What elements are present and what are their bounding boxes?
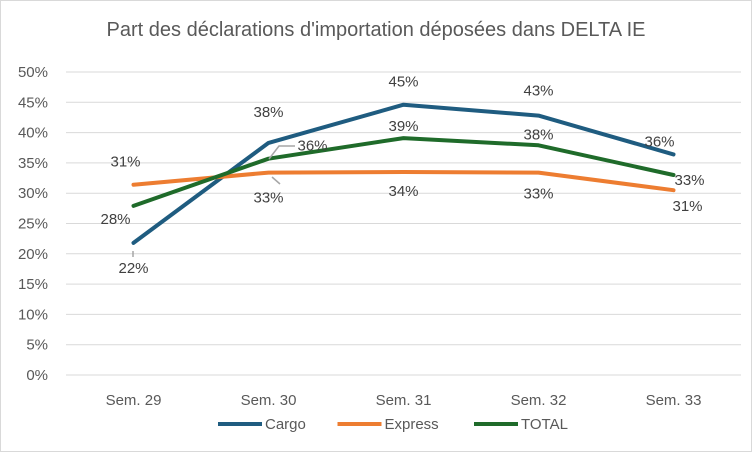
data-label-express: 34% xyxy=(388,183,418,200)
data-label-cargo: 45% xyxy=(388,74,418,91)
data-label-total: 38% xyxy=(523,126,553,143)
x-tick-label: Sem. 33 xyxy=(646,392,702,409)
x-tick-label: Sem. 32 xyxy=(511,392,567,409)
leader-line xyxy=(268,145,295,160)
y-tick-label: 45% xyxy=(18,94,48,111)
legend-label-express: Express xyxy=(385,416,439,433)
leader-line xyxy=(271,176,281,185)
data-label-total: 39% xyxy=(388,118,418,135)
series-line-express xyxy=(131,170,676,193)
data-label-express: 33% xyxy=(523,186,553,203)
data-label-express: 31% xyxy=(672,198,702,215)
series-line-total xyxy=(131,136,676,208)
data-label-cargo: 43% xyxy=(523,83,553,100)
y-tick-label: 50% xyxy=(18,64,48,81)
y-tick-label: 0% xyxy=(26,367,48,384)
data-label-total: 33% xyxy=(674,172,704,189)
data-label-cargo: 38% xyxy=(253,104,283,121)
data-label-total: 28% xyxy=(100,211,130,228)
data-label-cargo: 36% xyxy=(644,133,674,150)
data-label-total: 36% xyxy=(297,138,327,155)
data-label-express: 31% xyxy=(110,154,140,171)
y-tick-label: 20% xyxy=(18,246,48,263)
y-tick-label: 25% xyxy=(18,216,48,233)
chart-title: Part des déclarations d'importation dépo… xyxy=(106,19,646,41)
x-tick-label: Sem. 29 xyxy=(106,392,162,409)
legend-label-cargo: Cargo xyxy=(265,416,306,433)
data-label-cargo: 22% xyxy=(118,260,148,277)
y-tick-label: 5% xyxy=(26,337,48,354)
data-label-express: 33% xyxy=(253,190,283,207)
x-tick-label: Sem. 31 xyxy=(376,392,432,409)
y-tick-label: 40% xyxy=(18,125,48,142)
y-tick-label: 30% xyxy=(18,185,48,202)
y-tick-label: 35% xyxy=(18,155,48,172)
legend-label-total: TOTAL xyxy=(521,416,568,433)
x-tick-label: Sem. 30 xyxy=(241,392,297,409)
y-tick-label: 15% xyxy=(18,276,48,293)
y-tick-label: 10% xyxy=(18,306,48,323)
